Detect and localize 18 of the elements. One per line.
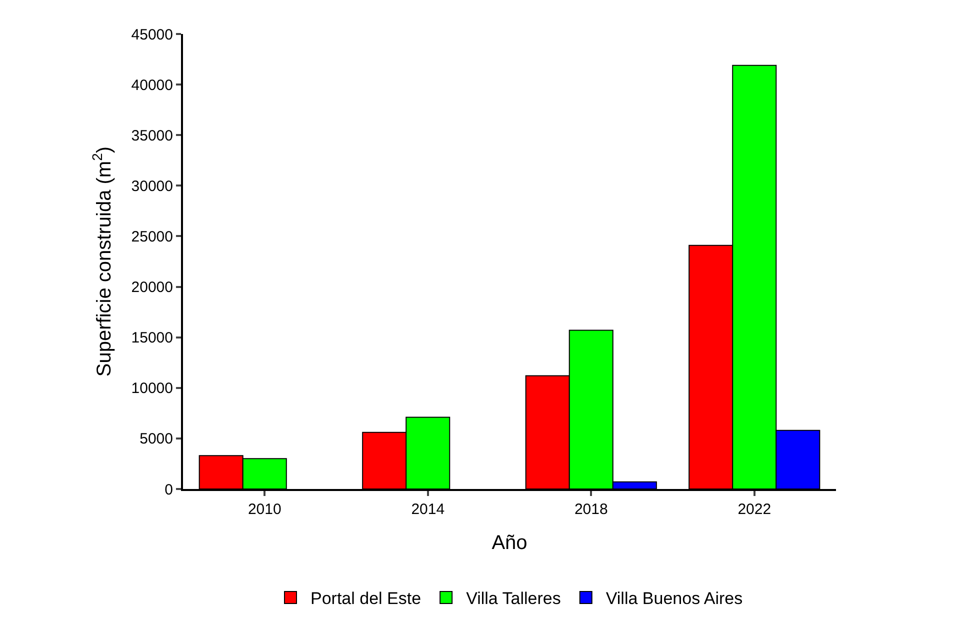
y-tick-label: 5000 xyxy=(140,430,173,448)
y-tick-label: 15000 xyxy=(131,330,173,347)
x-tick-label: 2022 xyxy=(738,501,772,518)
legend-label: Portal del Este xyxy=(310,589,422,608)
x-tick-label: 2018 xyxy=(574,501,608,518)
y-tick-label: 40000 xyxy=(131,76,173,94)
y-tick-label: 25000 xyxy=(131,228,173,246)
y-tick-label: 45000 xyxy=(131,26,173,44)
y-tick-label: 20000 xyxy=(131,279,173,296)
y-tick-label: 30000 xyxy=(131,178,173,195)
legend-label: Villa Buenos Aires xyxy=(606,589,743,608)
legend-label: Villa Talleres xyxy=(466,589,561,608)
y-tick-label: 0 xyxy=(164,481,173,498)
x-axis-title: Año xyxy=(492,532,528,554)
x-tick-label: 2010 xyxy=(248,501,282,518)
y-tick-label: 10000 xyxy=(131,380,173,398)
x-tick-label: 2014 xyxy=(411,501,445,518)
y-tick-label: 35000 xyxy=(131,127,173,144)
